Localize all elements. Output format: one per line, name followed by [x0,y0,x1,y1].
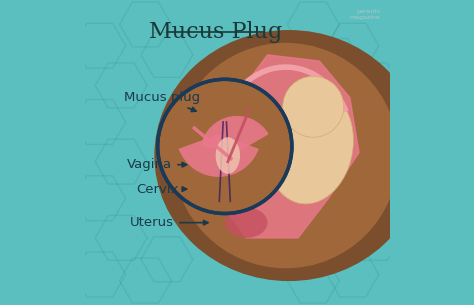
Circle shape [158,79,292,214]
Text: Mucus plug: Mucus plug [124,91,201,112]
Ellipse shape [155,30,423,281]
Ellipse shape [225,207,267,238]
Ellipse shape [173,43,399,268]
Text: Uterus: Uterus [130,216,208,229]
Ellipse shape [267,89,354,204]
Text: Mucus Plug: Mucus Plug [149,21,283,43]
Wedge shape [179,134,259,177]
Polygon shape [207,55,359,238]
Circle shape [283,76,344,137]
Wedge shape [201,116,269,152]
Text: parents
magazine: parents magazine [350,9,380,20]
Text: Vagina: Vagina [127,158,187,171]
Text: Cervix: Cervix [137,183,187,196]
Ellipse shape [216,137,240,174]
